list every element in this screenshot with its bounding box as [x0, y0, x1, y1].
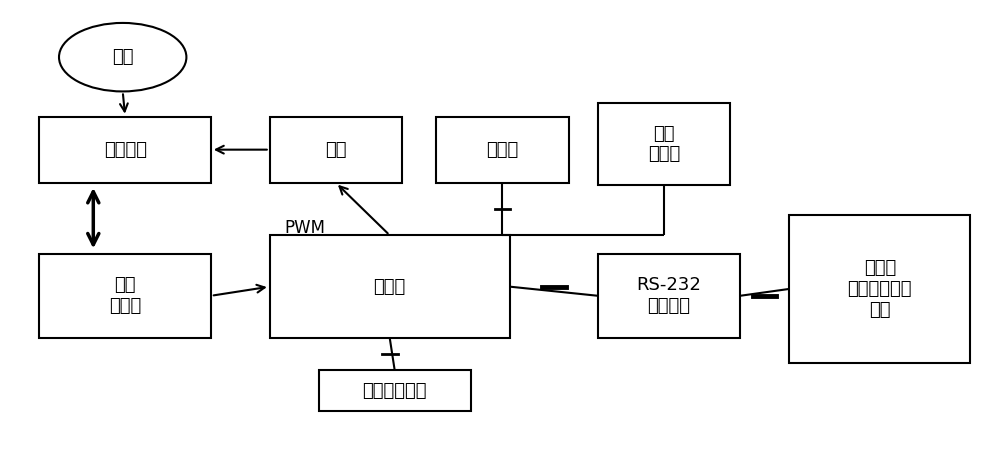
Text: 电调: 电调: [325, 141, 347, 158]
Text: 按键输入模块: 按键输入模块: [362, 382, 427, 399]
Text: 拉力
传感器: 拉力 传感器: [109, 276, 141, 315]
Text: PWM: PWM: [284, 219, 325, 237]
Bar: [598, 103, 730, 185]
Text: 桨叶: 桨叶: [112, 48, 133, 66]
Bar: [598, 254, 740, 338]
Bar: [436, 116, 569, 183]
Bar: [39, 254, 211, 338]
Bar: [270, 116, 402, 183]
Text: 声光
报警器: 声光 报警器: [648, 124, 680, 164]
Bar: [789, 215, 970, 363]
Bar: [319, 370, 471, 411]
Bar: [39, 116, 211, 183]
Text: 上位机
数据采集分析
模块: 上位机 数据采集分析 模块: [848, 259, 912, 319]
Bar: [270, 235, 510, 338]
Text: 单片机: 单片机: [374, 278, 406, 295]
Text: 待测电机: 待测电机: [104, 141, 147, 158]
Text: 显示屏: 显示屏: [486, 141, 519, 158]
Text: RS-232
转换接口: RS-232 转换接口: [637, 276, 701, 315]
Ellipse shape: [59, 23, 186, 91]
